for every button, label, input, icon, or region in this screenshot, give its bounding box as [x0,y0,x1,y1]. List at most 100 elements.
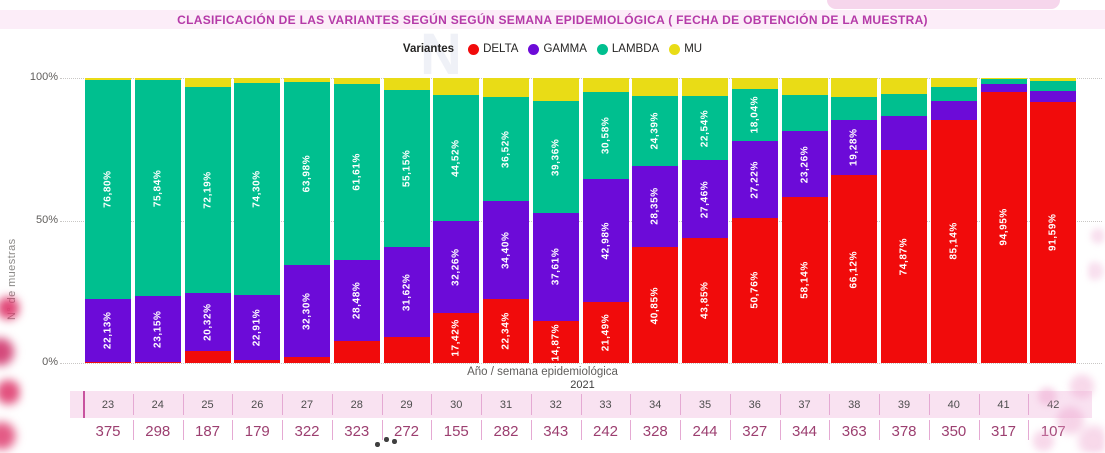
bar-segment-gamma[interactable]: 37,61% [532,213,579,321]
bar-segment-delta[interactable] [85,362,131,363]
bar-segment-lambda[interactable]: 72,19% [184,87,231,293]
bar-segment-gamma[interactable] [980,84,1027,93]
page-dot[interactable] [375,442,380,447]
bar-segment-gamma[interactable]: 28,35% [632,165,679,247]
bar-segment-mu[interactable] [1030,78,1077,81]
bar-segment-gamma[interactable]: 34,40% [483,201,529,300]
bar-segment-mu[interactable] [184,78,231,88]
legend-dot-gamma [528,43,540,55]
bar-segment-delta[interactable]: 66,12% [831,174,878,363]
bar-segment-gamma[interactable]: 27,22% [731,140,778,219]
legend-item-gamma[interactable]: GAMMA [528,43,587,55]
week-label-40: 40 [947,398,960,411]
bar-segment-delta[interactable] [184,350,231,363]
bar-segment-mu[interactable] [682,78,728,96]
bar-segment-lambda[interactable]: 44,52% [433,94,480,222]
bar-segment-mu[interactable] [532,78,579,102]
bar-segment-lambda[interactable] [831,96,878,120]
bar-segment-gamma[interactable]: 42,98% [582,179,629,302]
bar-segment-mu[interactable] [234,77,281,83]
bar-segment-gamma[interactable]: 23,15% [134,296,181,363]
bar-segment-delta[interactable]: 58,14% [781,197,828,363]
axis-separator [630,394,632,415]
bar-segment-lambda[interactable]: 30,58% [582,92,629,180]
bar-segment-lambda[interactable]: 74,30% [234,82,281,295]
bar-segment-delta[interactable] [333,340,380,363]
bar-segment-gamma[interactable]: 22,13% [85,299,131,363]
legend-item-mu[interactable]: MU [669,43,702,55]
page-dot[interactable] [384,437,389,442]
bar-segment-gamma[interactable] [881,116,927,150]
bar-segment-mu[interactable] [333,78,380,85]
bar-segment-lambda[interactable] [781,95,828,132]
bar-segment-mu[interactable] [632,78,679,97]
bar-segment-delta[interactable]: 21,49% [582,301,629,363]
bar-segment-delta[interactable] [134,362,181,363]
count-separator [481,420,482,440]
bar-segment-gamma[interactable] [930,100,977,121]
bar-segment-mu[interactable] [284,78,330,83]
bar-segment-gamma[interactable]: 19,28% [831,119,878,175]
bar-segment-lambda[interactable] [930,86,977,101]
bar-segment-mu[interactable] [980,78,1027,79]
bar-segment-delta[interactable]: 17,42% [433,313,480,363]
bar-segment-mu[interactable] [433,77,480,95]
bar-segment-mu[interactable] [85,78,131,81]
bar-segment-delta[interactable]: 74,87% [881,149,927,363]
bar-segment-gamma[interactable]: 32,30% [284,264,330,357]
week-label-34: 34 [649,398,662,411]
bar-segment-gamma[interactable]: 32,26% [433,221,480,314]
bar-segment-mu[interactable] [483,78,529,98]
bar-segment-lambda[interactable]: 18,04% [731,89,778,141]
bar-segment-mu[interactable] [134,78,181,80]
bar-segment-lambda[interactable]: 22,54% [682,95,728,160]
bar-segment-delta[interactable]: 94,95% [980,92,1027,363]
bar-segment-lambda[interactable]: 75,84% [134,79,181,297]
bar-segment-gamma[interactable]: 27,46% [682,159,728,239]
bar-segment-delta[interactable]: 14,87% [532,320,579,363]
bar-segment-delta[interactable]: 85,14% [930,120,977,363]
legend-item-delta[interactable]: DELTA [468,43,518,55]
data-label-lambda: 76,80% [102,170,114,209]
bar-segment-delta[interactable] [284,356,330,363]
data-label-delta: 66,12% [848,250,860,288]
bar-segment-delta[interactable]: 91,59% [1030,101,1077,363]
bar-segment-gamma[interactable] [1030,91,1077,102]
bar-segment-lambda[interactable]: 76,80% [85,80,131,300]
bar-segment-lambda[interactable] [980,78,1027,85]
bar-segment-lambda[interactable]: 39,36% [532,101,579,214]
bar-segment-gamma[interactable]: 22,91% [234,294,281,360]
bar-segment-delta[interactable]: 40,85% [632,246,679,363]
bar-segment-delta[interactable]: 43,85% [682,238,728,363]
page-dot[interactable] [392,439,397,444]
bar-segment-delta[interactable]: 50,76% [731,218,778,363]
bar-segment-gamma[interactable]: 31,62% [383,246,430,337]
bar-segment-mu[interactable] [383,78,430,90]
bar-segment-lambda[interactable]: 36,52% [483,97,529,202]
bar-segment-lambda[interactable]: 24,39% [632,96,679,166]
bar-week-36: 50,76% 27,22% 18,04% [731,78,778,363]
bar-segment-mu[interactable] [731,78,778,90]
bar-segment-gamma[interactable]: 28,48% [333,259,380,341]
week-label-39: 39 [897,398,911,411]
bar-segment-gamma[interactable]: 20,32% [184,292,231,351]
bar-segment-mu[interactable] [881,78,927,94]
sample-count-39: 378 [891,422,917,440]
data-label-gamma: 23,15% [152,310,164,348]
bar-segment-mu[interactable] [781,78,828,96]
bar-segment-lambda[interactable]: 61,61% [333,84,380,260]
bar-segment-lambda[interactable]: 63,98% [284,82,330,265]
bar-segment-lambda[interactable] [881,93,927,117]
bar-segment-mu[interactable] [831,78,878,97]
bar-segment-mu[interactable] [930,78,977,87]
bar-segment-delta[interactable] [234,359,281,363]
bar-segment-delta[interactable] [383,336,430,363]
page-navigation-dots[interactable] [373,434,401,448]
bar-segment-mu[interactable] [582,78,629,93]
bar-segment-delta[interactable]: 22,34% [483,299,529,363]
count-separator [680,420,681,440]
bar-segment-gamma[interactable]: 23,26% [781,131,828,198]
bar-segment-lambda[interactable]: 55,15% [383,89,430,247]
bar-segment-lambda[interactable] [1030,80,1077,92]
legend-item-lambda[interactable]: LAMBDA [596,43,659,55]
